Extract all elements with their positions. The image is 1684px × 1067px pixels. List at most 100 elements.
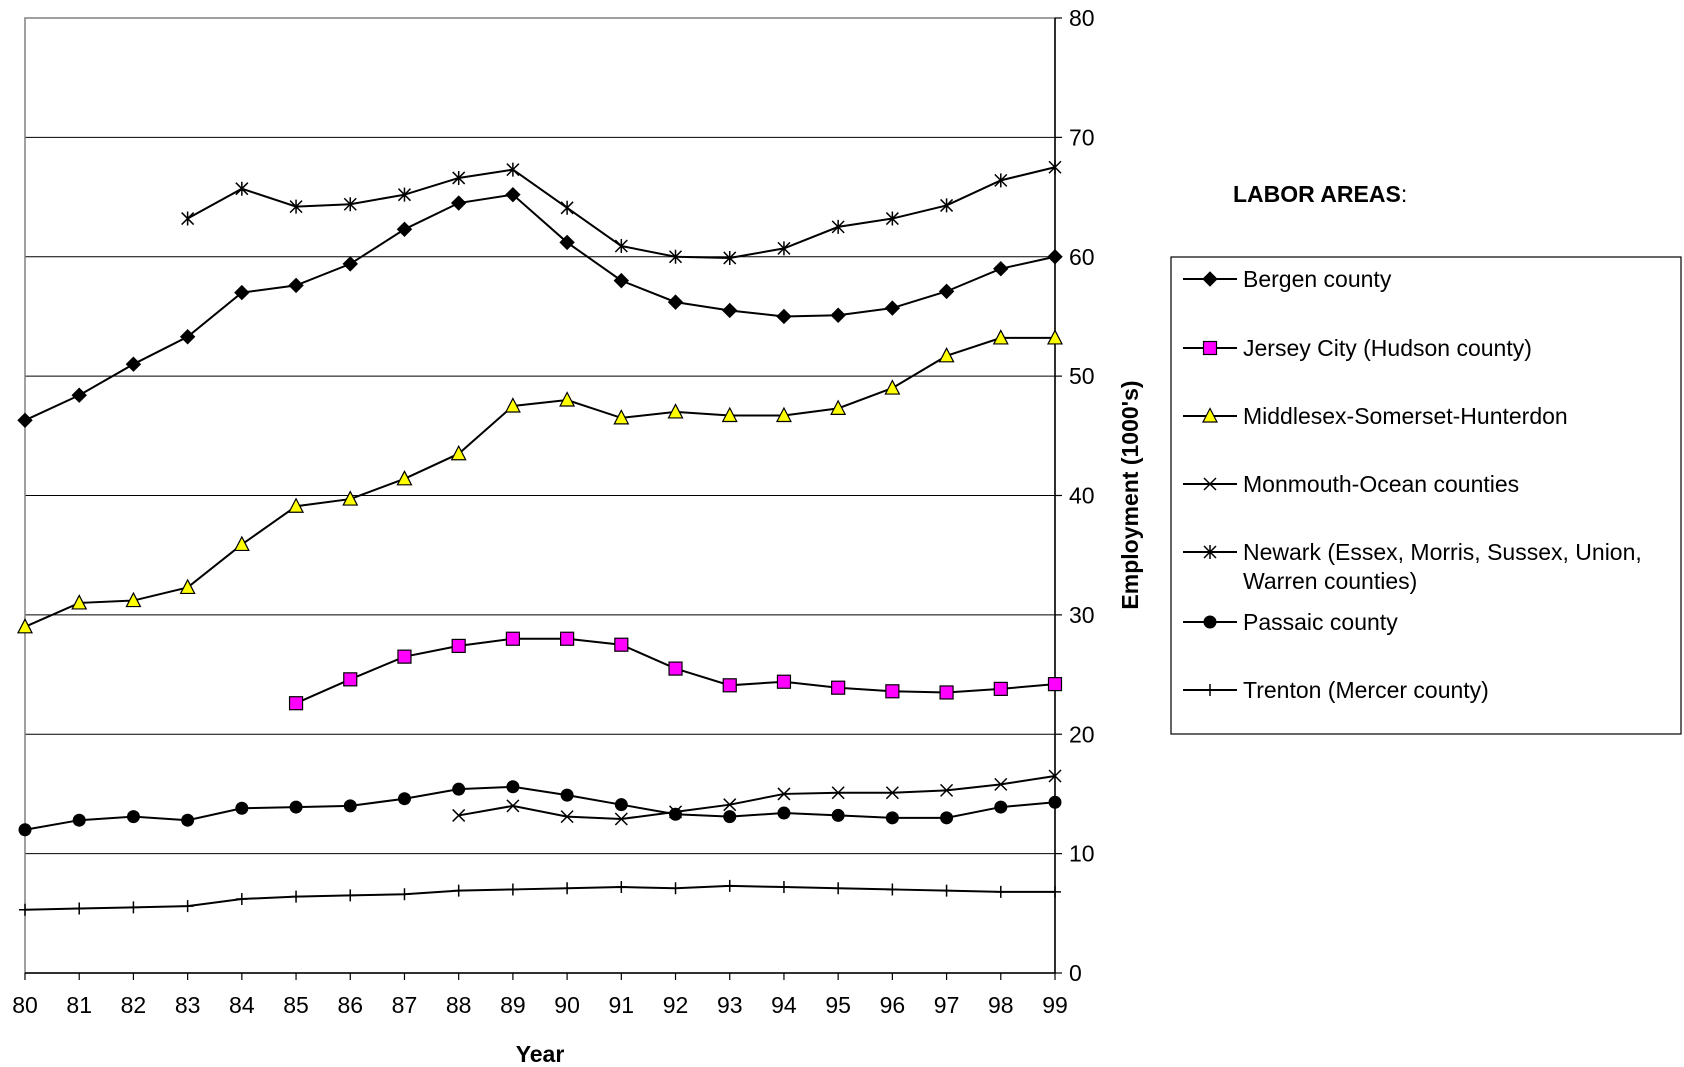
x-tick-label: 85 xyxy=(283,992,309,1018)
data-point xyxy=(613,272,630,289)
data-point xyxy=(342,256,358,272)
x-tick-label: 83 xyxy=(175,992,201,1018)
axes: 0 10 20 30 40 50 60 70 80 80 81 82 83 84 85 86 87 88 89 90 9… xyxy=(12,5,1094,1018)
series-line xyxy=(24,193,1056,422)
data-point xyxy=(397,792,411,806)
data-point xyxy=(73,902,86,915)
data-point xyxy=(831,219,845,234)
x-tick-label: 90 xyxy=(554,992,580,1018)
data-point xyxy=(668,661,683,676)
y-tick-label: 0 xyxy=(1069,960,1082,986)
data-point xyxy=(235,181,249,196)
legend-box xyxy=(1170,256,1682,735)
legend-swatch-marker xyxy=(1203,545,1217,559)
data-point xyxy=(452,884,465,897)
data-point xyxy=(614,637,629,652)
legend: Bergen county Jersey City (Hudson county)… xyxy=(1170,256,1682,735)
data-point xyxy=(561,882,574,895)
x-tick-label: 98 xyxy=(988,992,1014,1018)
data-point xyxy=(344,889,357,902)
data-point xyxy=(938,347,955,363)
y-tick-label: 60 xyxy=(1069,244,1095,270)
data-point xyxy=(777,881,790,894)
data-point xyxy=(289,199,303,214)
data-point xyxy=(994,173,1008,188)
data-point xyxy=(560,810,574,824)
data-point xyxy=(181,813,195,827)
data-point xyxy=(19,903,31,916)
legend-label: Trenton (Mercer county) xyxy=(1243,677,1489,703)
x-tick-label: 81 xyxy=(66,992,92,1018)
x-tick-label: 99 xyxy=(1042,992,1068,1018)
data-point xyxy=(722,302,738,319)
y-tick-label: 80 xyxy=(1069,5,1095,31)
data-point xyxy=(505,186,521,203)
data-point xyxy=(234,284,250,301)
legend-label-line: Warren counties) xyxy=(1243,568,1417,594)
data-point xyxy=(884,379,901,395)
series-jersey-city-hudson-county xyxy=(288,631,1063,711)
data-point xyxy=(667,294,684,310)
data-point xyxy=(125,591,142,608)
data-point xyxy=(1047,329,1063,345)
data-point xyxy=(450,195,467,211)
data-point xyxy=(451,638,466,654)
data-point xyxy=(831,808,845,822)
data-point xyxy=(614,239,628,254)
legend-item: Trenton (Mercer county) xyxy=(1183,677,1489,703)
data-point xyxy=(452,170,466,185)
x-tick-label: 97 xyxy=(934,992,960,1018)
data-point xyxy=(233,535,250,552)
legend-label: Monmouth-Ocean counties xyxy=(1243,471,1519,497)
data-point xyxy=(181,900,194,913)
data-point xyxy=(994,800,1008,814)
series-newark-essex-morris-sussex-union-warren-counties xyxy=(181,160,1062,265)
data-point xyxy=(288,696,304,711)
data-point xyxy=(669,807,683,821)
series-trenton-mercer-county xyxy=(19,879,1061,916)
legend-swatch-marker xyxy=(1203,477,1217,491)
data-point xyxy=(1049,885,1061,898)
legend-label: Jersey City (Hudson county) xyxy=(1243,335,1532,361)
data-point xyxy=(613,409,630,425)
data-point xyxy=(831,680,846,695)
y-tick-label: 70 xyxy=(1069,124,1095,150)
data-point xyxy=(667,403,684,419)
data-point xyxy=(452,808,466,822)
data-point xyxy=(886,883,899,896)
data-point xyxy=(235,801,249,815)
series-line xyxy=(24,884,1055,911)
legend-swatch-marker xyxy=(1202,271,1218,287)
data-point xyxy=(885,211,899,226)
data-point xyxy=(179,578,196,595)
data-point xyxy=(125,356,142,372)
y-tick-label: 30 xyxy=(1069,602,1095,628)
y-axis-title: Employment (1000's) xyxy=(1117,380,1143,609)
data-point xyxy=(777,806,791,820)
x-axis-title: Year xyxy=(516,1041,565,1067)
data-point xyxy=(398,888,411,901)
data-point xyxy=(885,811,899,825)
data-point xyxy=(505,631,520,646)
data-point xyxy=(560,788,574,802)
data-point xyxy=(940,198,954,213)
data-point xyxy=(127,901,140,914)
legend-label: Passaic county xyxy=(1243,609,1398,635)
data-point xyxy=(342,490,359,506)
y-tick-label: 50 xyxy=(1069,363,1095,389)
data-point xyxy=(506,780,520,794)
data-point xyxy=(884,300,901,316)
data-point xyxy=(343,197,357,212)
series-line xyxy=(458,775,1056,821)
data-point xyxy=(776,308,792,325)
data-point xyxy=(830,399,847,415)
data-point xyxy=(885,786,899,800)
x-tick-label: 87 xyxy=(392,992,418,1018)
series-line xyxy=(24,785,1056,831)
data-point xyxy=(71,594,88,610)
data-point xyxy=(939,685,954,700)
data-point xyxy=(452,782,466,796)
legend-swatch-marker xyxy=(1202,407,1218,423)
data-point xyxy=(831,786,845,800)
data-point xyxy=(722,678,737,693)
